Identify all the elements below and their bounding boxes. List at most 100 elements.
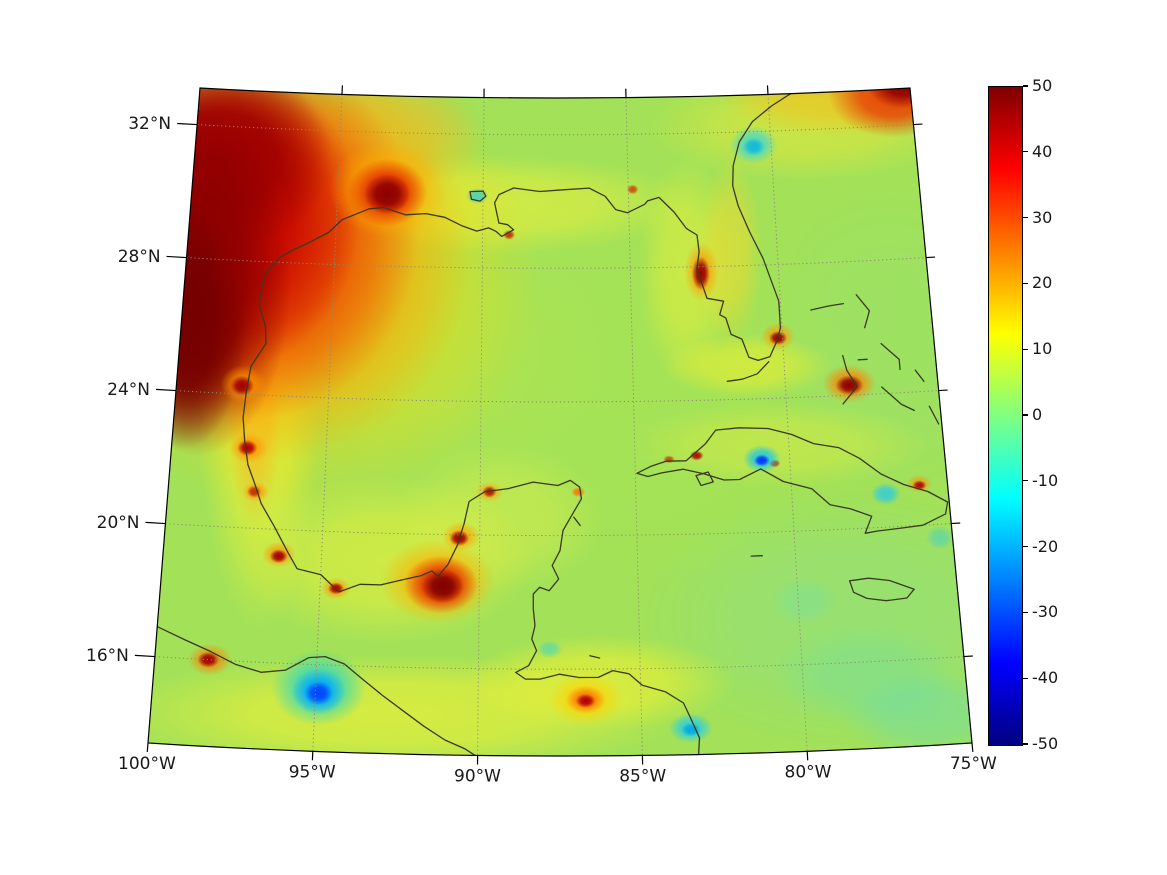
- colorbar-tick-label: -40: [1032, 668, 1059, 688]
- lat-tick: [145, 521, 166, 525]
- field-feature: [536, 640, 563, 659]
- field-feature: [148, 199, 247, 450]
- field-feature: [466, 188, 489, 204]
- coastline-pacific: [156, 625, 479, 756]
- parallel-gridline: [186, 257, 927, 269]
- colorbar-tick-label: 0: [1032, 405, 1043, 424]
- field-feature: [662, 333, 833, 398]
- field-feature: [626, 184, 639, 195]
- field-feature: [772, 623, 963, 728]
- colorbar-tick: [1023, 611, 1028, 613]
- coastline-roatan: [589, 655, 601, 659]
- field-feature: [503, 229, 516, 240]
- field-feature: [237, 439, 258, 456]
- coastline-andros: [842, 354, 858, 405]
- field-feature: [691, 256, 710, 291]
- colorbar-tick: [1023, 480, 1028, 482]
- field-feature: [364, 174, 411, 215]
- colorbar-tick-label: 30: [1032, 207, 1053, 227]
- parallel-gridline: [165, 523, 952, 537]
- field-feature: [835, 375, 864, 396]
- field-feature: [629, 402, 930, 487]
- field-feature: [925, 525, 954, 550]
- coastline-cozumel: [573, 516, 581, 527]
- lon-tick-label: 95°W: [289, 762, 336, 782]
- coastline-jamaica: [848, 577, 915, 602]
- lon-tick: [146, 742, 149, 753]
- field-feature: [870, 482, 901, 505]
- meridian-gridline: [312, 94, 343, 752]
- meridian-gridline: [477, 97, 485, 756]
- colorbar-tick-label: 40: [1032, 141, 1053, 161]
- meridian-gridline: [625, 97, 643, 756]
- colorbar-tick-label: -10: [1032, 470, 1059, 490]
- colorbar-tick-label: -20: [1032, 536, 1059, 556]
- lat-tick-label: 32°N: [128, 114, 171, 134]
- field-feature: [681, 722, 701, 737]
- colorbar-tick-label: 50: [1032, 76, 1053, 95]
- coastline-exuma: [881, 386, 915, 412]
- field-feature: [269, 549, 288, 564]
- field-feature: [644, 88, 965, 182]
- tick-marks: [134, 85, 974, 765]
- lat-tick-label: 16°N: [86, 646, 129, 666]
- coastline-isla_juventud: [695, 471, 714, 487]
- coastline-florida_keys: [726, 361, 770, 382]
- lat-tick: [134, 654, 155, 658]
- field-feature: [230, 375, 255, 396]
- field-feature: [482, 485, 497, 498]
- coastline-long_island: [928, 405, 940, 425]
- field-feature: [689, 450, 704, 461]
- field-feature: [753, 454, 770, 467]
- colorbar-tick: [1023, 546, 1028, 548]
- field-feature: [421, 569, 464, 604]
- colorbar-tick: [1023, 217, 1028, 219]
- lon-tick: [971, 742, 974, 753]
- colorbar-tick: [1023, 348, 1028, 350]
- axis-labels: 32°N 28°N 24°N 20°N 16°N 100°W 95°W 90°W 85°W 80°…: [86, 114, 997, 786]
- colorbar-tick-label: -30: [1032, 602, 1059, 622]
- lon-tick-label: 90°W: [454, 767, 501, 787]
- field-feature: [304, 681, 333, 706]
- lat-tick-label: 28°N: [118, 247, 161, 267]
- field-feature: [865, 88, 942, 109]
- colorbar-tick: [1023, 677, 1028, 679]
- lat-tick-right: [926, 256, 936, 259]
- lon-tick-label: 75°W: [950, 754, 997, 774]
- field-feature: [575, 693, 596, 708]
- colorbar-tick-label: -50: [1032, 734, 1059, 753]
- colorbar: [988, 86, 1023, 746]
- colorbar-tick: [1023, 151, 1028, 153]
- colorbar-tick: [1023, 414, 1028, 416]
- parallel-gridline: [154, 656, 964, 670]
- lat-tick-label: 24°N: [107, 380, 150, 400]
- lon-tick-label: 80°W: [785, 762, 832, 782]
- colorbar-tick: [1023, 85, 1028, 87]
- lat-tick: [166, 255, 187, 259]
- field-feature: [770, 577, 839, 625]
- lon-tick-label: 100°W: [118, 754, 176, 774]
- coastline-abaco: [855, 294, 871, 329]
- lat-tick-right: [951, 522, 961, 525]
- field-layer: [148, 88, 972, 756]
- colorbar-tick-label: 20: [1032, 273, 1053, 293]
- lon-tick-label: 85°W: [619, 767, 666, 787]
- coastline-cuba: [636, 427, 949, 534]
- coastline-mainland: [242, 92, 792, 756]
- coastline-layer: [156, 92, 949, 756]
- meridian-gridline: [767, 94, 808, 752]
- lon-tick-top: [766, 85, 769, 95]
- lon-tick: [806, 751, 809, 761]
- colorbar-tick: [1023, 743, 1028, 745]
- coastline-cat_island: [914, 369, 925, 383]
- colorbar-tick-label: 10: [1032, 339, 1053, 359]
- colorbar-tick: [1023, 282, 1028, 284]
- lat-tick-label: 20°N: [97, 513, 140, 533]
- field-feature: [571, 487, 586, 498]
- lat-tick-right: [938, 389, 948, 392]
- lat-tick: [177, 122, 198, 126]
- lat-tick: [155, 388, 177, 392]
- coastline-lake_pontchartrain: [469, 190, 487, 202]
